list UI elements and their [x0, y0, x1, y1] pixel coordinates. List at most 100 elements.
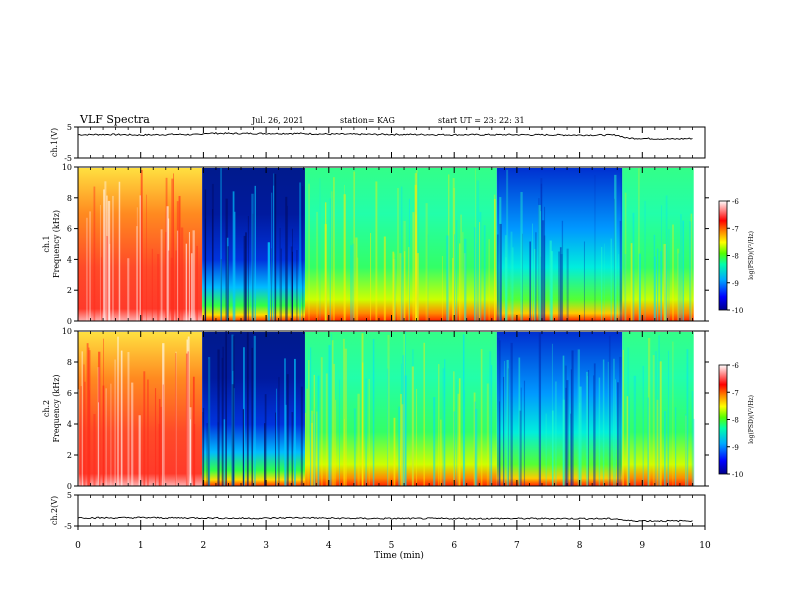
spectrogram-streak — [595, 175, 596, 321]
spectrogram-streak — [664, 411, 666, 486]
colorbar-tick-label: -7 — [732, 225, 739, 233]
header-station: station= KAG — [340, 116, 395, 125]
spectrogram-streak — [203, 408, 204, 486]
spectrogram-streak — [620, 221, 622, 321]
spectrogram-streak — [487, 384, 489, 486]
spectrogram-streak — [479, 222, 480, 321]
spectrogram-streak — [189, 232, 190, 321]
spectrogram-streak — [291, 412, 293, 486]
ch1-voltage-panel: 5-5ch.1(V) — [50, 123, 705, 163]
spectrogram-streak — [685, 414, 686, 486]
spectrogram-streak — [285, 197, 287, 321]
spectrogram-streak — [535, 232, 536, 321]
spectrogram-streak — [161, 229, 163, 321]
spectrogram-streak — [415, 173, 417, 321]
spectrogram-streak — [292, 229, 293, 321]
x-tick-label: 9 — [639, 541, 645, 551]
spectrogram-streak — [552, 411, 554, 486]
spectrogram-streak — [217, 350, 219, 486]
spectrogram-streak — [398, 407, 400, 486]
spectrogram-streak — [222, 358, 223, 486]
spectrogram-streak — [521, 388, 522, 486]
spectrogram-streak — [208, 357, 210, 486]
spectrogram-streak — [599, 378, 600, 486]
y-tick-label: 5 — [67, 491, 72, 500]
spectrogram-streak — [176, 250, 177, 321]
spectrogram-streak — [511, 343, 513, 486]
spectrogram-streak — [440, 420, 442, 486]
spectrogram-streak — [177, 231, 178, 321]
spectrogram-streak — [308, 184, 309, 321]
y-tick-label: 0 — [67, 317, 72, 326]
spectrogram-streak — [86, 218, 87, 321]
spectrogram-streak — [328, 345, 330, 486]
spectrogram-streak — [344, 194, 346, 321]
spectrogram-streak — [567, 249, 569, 321]
spectrogram-streak — [668, 229, 669, 321]
spectrogram-streak — [623, 350, 624, 486]
spectrogram-streak — [555, 381, 557, 486]
spectrogram-streak — [332, 340, 334, 486]
spectrogram-streak — [251, 194, 253, 321]
spectrogram-streak — [475, 409, 477, 486]
spectrogram-streak — [400, 394, 401, 486]
spectrogram-streak — [412, 366, 414, 486]
spectrogram-streak — [232, 384, 234, 486]
spectrogram-streak — [424, 343, 425, 486]
spectrogram-streak — [463, 334, 465, 486]
spectrogram-streak — [454, 411, 455, 486]
spectrogram-streak — [692, 391, 693, 486]
spectrogram-streak — [98, 402, 99, 486]
spectrogram-streak — [608, 362, 609, 486]
spectrogram-streak — [672, 225, 674, 321]
spectrogram-streak — [611, 239, 612, 321]
spectrogram-streak — [512, 247, 513, 321]
y-tick-label: 6 — [67, 225, 72, 234]
spectrogram-streak — [155, 388, 156, 486]
spectrogram-streak — [248, 216, 249, 321]
spectrogram-streak — [505, 235, 507, 321]
y-tick-label: 4 — [67, 420, 72, 429]
spectrogram-streak — [94, 187, 96, 321]
spectrogram-streak — [330, 198, 331, 321]
spectrogram-streak — [687, 349, 689, 486]
y-axis-label-frequency: Frequency (kHz) — [52, 374, 61, 442]
spectrogram-streak — [497, 234, 499, 321]
spectrogram-streak — [186, 354, 188, 486]
spectrogram-streak — [459, 243, 460, 321]
spectrogram-streak — [205, 219, 206, 321]
spectrogram-streak — [618, 254, 619, 321]
spectrogram-streak — [571, 350, 573, 486]
spectrogram-streak — [88, 348, 89, 486]
spectrogram-streak — [454, 234, 455, 321]
voltage-trace — [78, 133, 693, 140]
spectrogram-streak — [401, 187, 403, 321]
spectrogram-streak — [325, 202, 326, 321]
spectrogram-streak — [426, 203, 428, 321]
spectrogram-streak — [655, 351, 657, 486]
spectrogram-streak — [352, 244, 354, 321]
spectrogram-streak — [446, 235, 448, 321]
ch2-colorbar: -6-7-8-9-10log(PSD)(V²/Hz) — [719, 362, 755, 479]
spectrogram-streak — [247, 332, 249, 486]
y-axis-label-channel: ch.2 — [42, 400, 51, 417]
spectrogram-streak — [284, 358, 286, 486]
header-date: Jul. 26, 2021 — [251, 116, 304, 125]
spectrogram-streak — [190, 419, 191, 486]
spectrogram-streak — [489, 239, 490, 321]
y-tick-label: 2 — [67, 451, 72, 460]
spectrogram-streak — [287, 374, 289, 486]
spectrogram-streak — [101, 257, 102, 321]
spectrogram-streak — [494, 199, 496, 321]
spectrogram-streak — [538, 205, 540, 321]
spectrogram-streak — [667, 410, 668, 486]
spectrogram-streak — [678, 253, 680, 321]
spectrogram-streak — [306, 389, 308, 486]
spectrogram-streak — [647, 397, 649, 486]
figure-title: VLF Spectra — [79, 113, 150, 126]
y-tick-label: 8 — [67, 194, 72, 203]
spectrogram-streak — [191, 253, 193, 321]
spectrogram-streak — [225, 331, 227, 486]
colorbar-tick-label: -9 — [732, 444, 739, 452]
ch2-voltage-panel: 5-5ch.2(V) — [50, 491, 705, 531]
